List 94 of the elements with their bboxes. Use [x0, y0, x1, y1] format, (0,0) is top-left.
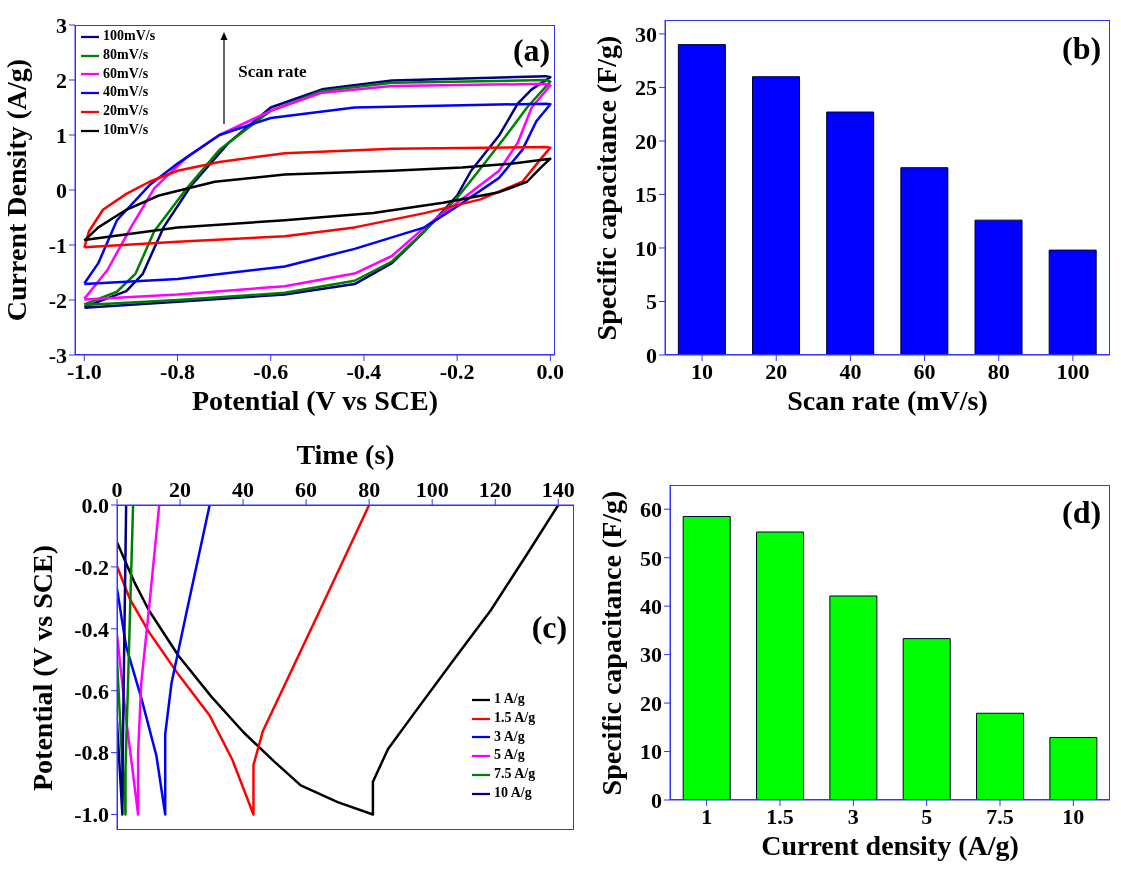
y-tick-label: 40	[640, 593, 662, 619]
y-tick-label: -0.4	[74, 616, 109, 642]
y-tick-label: 15	[635, 182, 657, 208]
bar	[682, 516, 731, 800]
line-series	[117, 505, 128, 816]
line-series	[83, 145, 552, 249]
bar	[756, 531, 805, 800]
y-tick-label: 0	[651, 787, 662, 813]
legend-label: 10 A/g	[494, 784, 532, 800]
annotation: (b)	[1062, 30, 1102, 67]
x-tick-label: 80	[358, 477, 381, 502]
y-tick-label: 30	[640, 642, 662, 668]
legend-label: 40mV/s	[103, 84, 149, 100]
x-tick-label: 3	[847, 803, 859, 829]
legend-label: 3 A/g	[494, 728, 525, 744]
y-tick-label: 3	[56, 12, 67, 38]
y-tick-label: 0	[56, 177, 67, 203]
y-tick-label: 2	[56, 67, 67, 93]
x-tick-label: 1	[701, 803, 713, 829]
annotation: Scan rate	[238, 61, 307, 83]
x-tick-label: -0.2	[439, 358, 475, 384]
y-tick-label: 60	[640, 497, 662, 523]
x-tick-label: 60	[913, 358, 936, 384]
legend-label: 5 A/g	[494, 747, 525, 763]
x-tick-label: 5	[921, 803, 933, 829]
x-tick-label: 40	[839, 358, 862, 384]
bar	[752, 76, 801, 355]
x-tick-label: 1.5	[766, 803, 794, 829]
line-series	[117, 505, 371, 816]
x-axis-title: Potential (V vs SCE)	[190, 385, 439, 417]
y-tick-label: -0.8	[74, 740, 109, 766]
y-tick-label: 25	[635, 75, 657, 101]
x-tick-label: 40	[232, 477, 255, 502]
annotation: (d)	[1062, 494, 1102, 531]
y-tick-label: 50	[640, 545, 662, 571]
x-tick-label: 120	[478, 477, 512, 502]
legend-label: 80mV/s	[103, 46, 149, 62]
legend-label: 1 A/g	[494, 691, 525, 706]
x-tick-label: -0.6	[253, 358, 289, 384]
line-series	[83, 102, 552, 286]
x-tick-label: 100	[415, 477, 449, 502]
line-series	[117, 505, 211, 816]
x-tick-label: 100	[1056, 358, 1090, 384]
y-axis-title: Potential (V vs SCE)	[27, 544, 59, 791]
y-tick-label: 20	[640, 690, 662, 716]
legend-label: 7.5 A/g	[494, 766, 536, 782]
y-axis-title: Specific capacitance (F/g)	[596, 490, 628, 795]
x-axis-title: Scan rate (mV/s)	[786, 385, 989, 417]
x-tick-label: 80	[987, 358, 1010, 384]
line-series	[117, 505, 161, 816]
x-tick-label: -0.8	[160, 358, 195, 384]
y-axis-title: Specific capacitance (F/g)	[591, 35, 623, 340]
legend-label: 1.5 A/g	[494, 709, 536, 725]
annotation: (a)	[512, 31, 551, 68]
x-tick-label: 10	[691, 358, 714, 384]
annotation: (c)	[531, 609, 568, 645]
x-tick-label: 20	[765, 358, 788, 384]
bar	[677, 44, 726, 355]
bar	[976, 712, 1025, 800]
x-tick-label: 10	[1062, 803, 1085, 829]
line-series	[117, 505, 135, 816]
x-axis-title: Current density (A/g)	[760, 830, 1020, 862]
bar	[902, 638, 951, 800]
legend-label: 60mV/s	[103, 65, 149, 81]
y-tick-label: 30	[635, 21, 657, 47]
y-tick-label: -3	[48, 342, 67, 368]
line-series	[83, 157, 552, 242]
bar	[900, 167, 949, 355]
x-tick-label: 60	[295, 477, 318, 502]
x-tick-label: -0.4	[346, 358, 382, 384]
legend-label: 20mV/s	[103, 103, 149, 119]
y-tick-label: 0	[646, 342, 657, 368]
y-tick-label: -1	[48, 232, 67, 258]
bar	[1048, 249, 1097, 355]
y-axis-title: Current Density (A/g)	[1, 58, 33, 322]
legend-label: 10mV/s	[103, 121, 149, 137]
y-tick-label: 10	[640, 739, 662, 765]
y-tick-label: -2	[48, 287, 67, 313]
bar	[829, 595, 878, 800]
y-tick-label: 5	[646, 289, 657, 315]
y-tick-label: -0.6	[74, 678, 109, 704]
y-tick-label: 10	[635, 235, 657, 261]
y-tick-label: -0.2	[74, 554, 109, 580]
bar	[1049, 736, 1098, 800]
legend-label: 100mV/s	[103, 28, 156, 43]
y-tick-label: 20	[635, 128, 657, 154]
x-tick-label: 7.5	[986, 803, 1014, 829]
x-tick-label: 140	[541, 477, 575, 502]
bar	[974, 219, 1023, 355]
x-tick-label: 0.0	[536, 358, 565, 384]
bar	[826, 111, 875, 355]
x-axis-title: Time (s)	[295, 439, 396, 471]
x-tick-label: 20	[169, 477, 192, 502]
y-tick-label: 1	[56, 122, 67, 148]
